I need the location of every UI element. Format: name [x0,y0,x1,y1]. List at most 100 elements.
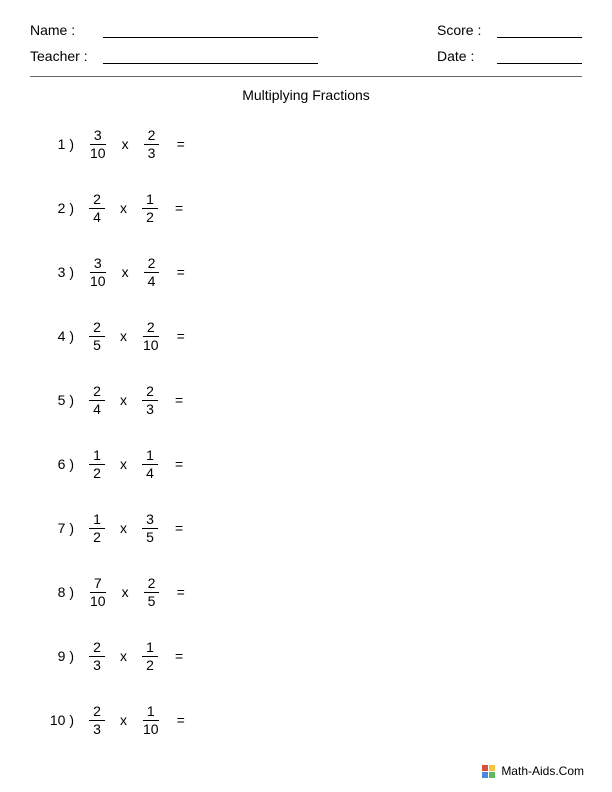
numerator: 2 [89,191,105,209]
denominator: 3 [144,145,160,162]
problems-list: 1 )310x23=2 )24x12=3 )310x24=4 )25x210=5… [30,125,582,739]
score-blank[interactable] [497,22,582,38]
problem-number: 4 ) [42,328,80,344]
operator: x [122,264,129,280]
fraction-b: 210 [139,319,163,354]
header-divider [30,76,582,77]
fraction-a: 23 [86,703,108,738]
date-blank[interactable] [497,48,582,64]
footer-logo-icon [482,765,495,778]
fraction-b: 110 [139,703,163,738]
name-label: Name : [30,22,95,38]
fraction-a: 24 [86,383,108,418]
numerator: 3 [142,511,158,529]
denominator: 2 [142,209,158,226]
numerator: 2 [144,575,160,593]
problem-row: 8 )710x25= [42,573,582,611]
equals-sign: = [175,200,183,216]
denominator: 2 [89,529,105,546]
equals-sign: = [175,648,183,664]
fraction-b: 35 [139,511,161,546]
fraction-a: 12 [86,447,108,482]
teacher-blank[interactable] [103,48,318,64]
header-right: Score : Date : [437,22,582,64]
fraction-b: 23 [141,127,163,162]
denominator: 10 [86,593,110,610]
equals-sign: = [177,264,185,280]
denominator: 5 [89,337,105,354]
date-row: Date : [437,48,582,64]
problem-row: 2 )24x12= [42,189,582,227]
problem-number: 10 ) [42,712,80,728]
denominator: 4 [142,465,158,482]
score-row: Score : [437,22,582,38]
equals-sign: = [177,584,185,600]
denominator: 10 [86,145,110,162]
numerator: 2 [143,319,159,337]
footer: Math-Aids.Com [482,764,584,778]
denominator: 2 [89,465,105,482]
name-blank[interactable] [103,22,318,38]
equals-sign: = [175,456,183,472]
problem-row: 1 )310x23= [42,125,582,163]
fraction-a: 310 [86,255,110,290]
denominator: 5 [144,593,160,610]
denominator: 5 [142,529,158,546]
operator: x [120,328,127,344]
denominator: 2 [142,657,158,674]
operator: x [120,392,127,408]
operator: x [120,648,127,664]
teacher-label: Teacher : [30,48,95,64]
fraction-a: 710 [86,575,110,610]
fraction-b: 12 [139,639,161,674]
equals-sign: = [177,136,185,152]
problem-row: 5 )24x23= [42,381,582,419]
operator: x [120,456,127,472]
problem-row: 10 ) 23 x 110 = [42,701,582,739]
numerator: 1 [89,511,105,529]
fraction-b: 24 [141,255,163,290]
teacher-row: Teacher : [30,48,318,64]
fraction-a: 310 [86,127,110,162]
problem-number: 6 ) [42,456,80,472]
numerator: 1 [142,191,158,209]
fraction-b: 25 [141,575,163,610]
problem-number: 1 ) [42,136,80,152]
problem-row: 6 )12x14= [42,445,582,483]
equals-sign: = [175,520,183,536]
fraction-b: 23 [139,383,161,418]
denominator: 4 [89,401,105,418]
denominator: 4 [89,209,105,226]
numerator: 1 [89,447,105,465]
problem-row: 7 )12x35= [42,509,582,547]
numerator: 1 [142,639,158,657]
numerator: 1 [142,447,158,465]
equals-sign: = [177,328,185,344]
problem-number: 9 ) [42,648,80,664]
operator: x [122,584,129,600]
denominator: 4 [144,273,160,290]
denominator: 10 [139,721,163,738]
fraction-a: 25 [86,319,108,354]
equals-sign: = [177,712,185,728]
numerator: 2 [89,703,105,721]
numerator: 2 [89,383,105,401]
operator: x [120,200,127,216]
denominator: 3 [142,401,158,418]
problem-number: 7 ) [42,520,80,536]
operator: x [120,712,127,728]
fraction-a: 12 [86,511,108,546]
header-left: Name : Teacher : [30,22,318,64]
name-row: Name : [30,22,318,38]
numerator: 2 [89,639,105,657]
score-label: Score : [437,22,489,38]
numerator: 7 [90,575,106,593]
fraction-b: 12 [139,191,161,226]
problem-number: 5 ) [42,392,80,408]
denominator: 3 [89,657,105,674]
numerator: 2 [89,319,105,337]
footer-text: Math-Aids.Com [501,764,584,778]
fraction-a: 23 [86,639,108,674]
operator: x [120,520,127,536]
numerator: 2 [144,127,160,145]
